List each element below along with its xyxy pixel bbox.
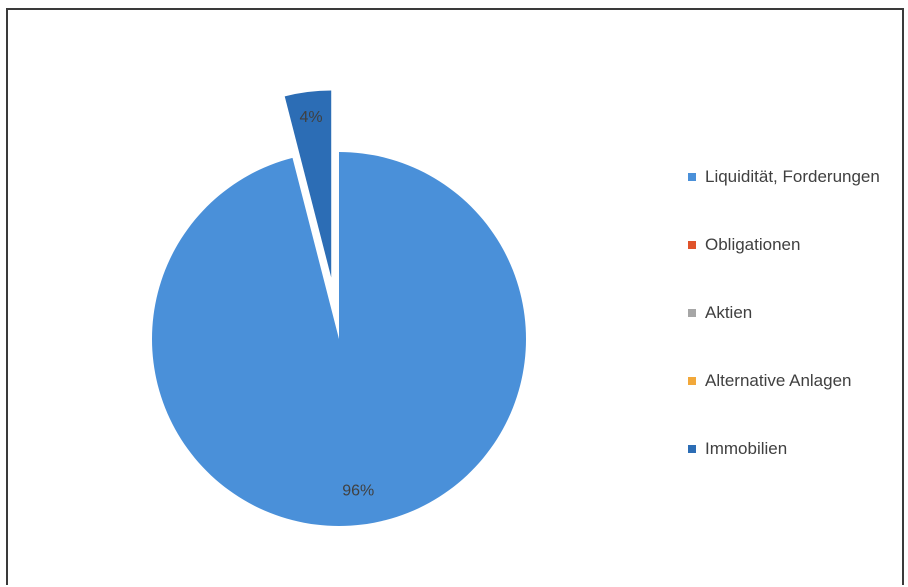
pie-chart: 96% 4% [152, 90, 527, 526]
legend-label: Aktien [705, 303, 753, 322]
legend-label: Immobilien [705, 439, 788, 458]
legend-item-liquiditaet: Liquidität, Forderungen [688, 160, 880, 194]
legend-swatch [688, 309, 696, 317]
legend-item-aktien: Aktien [688, 296, 880, 330]
legend-swatch [688, 377, 696, 385]
legend-swatch [688, 241, 696, 249]
legend-label: Alternative Anlagen [705, 371, 852, 390]
legend-item-alternative-anlagen: Alternative Anlagen [688, 364, 880, 398]
legend-label: Liquidität, Forderungen [705, 167, 880, 186]
legend-item-immobilien: Immobilien [688, 432, 880, 466]
data-label-liquiditat-forderungen: 96% [342, 482, 374, 499]
legend-swatch [688, 445, 696, 453]
legend-label: Obligationen [705, 235, 801, 254]
legend: Liquidität, Forderungen Obligationen Akt… [688, 160, 880, 500]
data-label-immobilien: 4% [300, 109, 323, 126]
legend-item-obligationen: Obligationen [688, 228, 880, 262]
pie-slice-immobilien [284, 90, 332, 278]
legend-swatch [688, 173, 696, 181]
pie-slice-liquiditat-forderungen [152, 152, 527, 526]
chart-area: 96% 4% Liquidität, Forderungen Obligation… [6, 8, 904, 585]
